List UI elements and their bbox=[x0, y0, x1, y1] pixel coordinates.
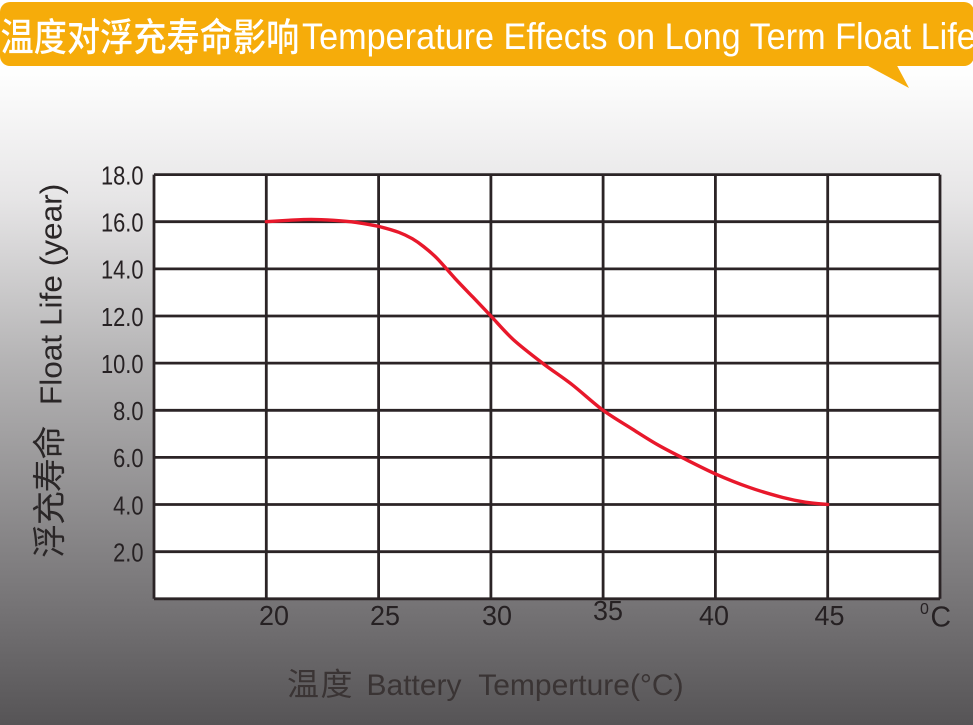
svg-text:Float Life (year): Float Life (year) bbox=[34, 184, 69, 405]
svg-text:35: 35 bbox=[593, 595, 623, 626]
svg-text:18.0: 18.0 bbox=[101, 162, 143, 191]
svg-text:0: 0 bbox=[920, 601, 929, 618]
svg-text:20: 20 bbox=[259, 600, 289, 631]
svg-text:Temperature Effects on Long Te: Temperature Effects on Long Term Float L… bbox=[302, 16, 973, 58]
svg-text:2.0: 2.0 bbox=[113, 539, 143, 568]
svg-text:Battery Temperture(°C): Battery Temperture(°C) bbox=[367, 669, 684, 702]
svg-text:6.0: 6.0 bbox=[113, 444, 143, 473]
svg-text:30: 30 bbox=[482, 600, 512, 631]
svg-text:10.0: 10.0 bbox=[101, 350, 143, 379]
svg-text:40: 40 bbox=[699, 600, 729, 631]
svg-text:C: C bbox=[931, 602, 952, 634]
svg-text:14.0: 14.0 bbox=[101, 256, 143, 285]
svg-text:25: 25 bbox=[370, 600, 400, 631]
svg-text:8.0: 8.0 bbox=[113, 397, 143, 426]
svg-text:45: 45 bbox=[815, 600, 845, 631]
svg-text:4.0: 4.0 bbox=[113, 492, 143, 521]
svg-text:16.0: 16.0 bbox=[101, 209, 143, 238]
svg-text:12.0: 12.0 bbox=[101, 303, 143, 332]
